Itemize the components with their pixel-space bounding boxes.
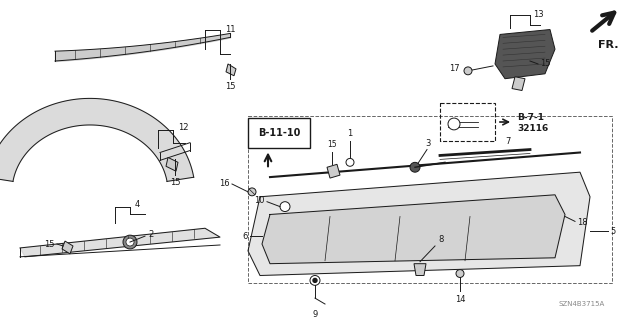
Polygon shape [262, 195, 565, 264]
Text: 11: 11 [225, 25, 236, 34]
Circle shape [280, 202, 290, 212]
Circle shape [123, 235, 137, 249]
Text: 13: 13 [533, 10, 543, 19]
Circle shape [313, 278, 317, 282]
Text: 15: 15 [45, 239, 55, 249]
Circle shape [126, 238, 134, 246]
Text: 15: 15 [540, 60, 550, 68]
Circle shape [346, 158, 354, 166]
Text: 1: 1 [348, 129, 353, 138]
Text: 6: 6 [243, 232, 248, 241]
Text: 16: 16 [220, 179, 230, 188]
Text: B-11-10: B-11-10 [258, 128, 300, 138]
Text: FR.: FR. [598, 40, 618, 50]
Text: 18: 18 [577, 218, 588, 227]
Polygon shape [0, 99, 194, 181]
Polygon shape [166, 157, 178, 171]
Text: 12: 12 [178, 124, 189, 132]
Text: 4: 4 [135, 200, 140, 209]
Text: 10: 10 [255, 196, 265, 205]
Circle shape [310, 276, 320, 285]
Text: 32116: 32116 [517, 124, 548, 133]
Text: 15: 15 [225, 82, 236, 91]
Polygon shape [248, 172, 590, 276]
Text: 15: 15 [170, 178, 180, 187]
Polygon shape [512, 77, 525, 91]
Polygon shape [20, 228, 220, 257]
Text: SZN4B3715A: SZN4B3715A [559, 301, 605, 307]
Bar [440, 103, 495, 141]
Circle shape [410, 162, 420, 172]
Polygon shape [495, 29, 555, 79]
Text: 3: 3 [426, 139, 431, 148]
Text: B-7-1: B-7-1 [517, 113, 544, 122]
Bar [248, 116, 612, 284]
Circle shape [248, 188, 256, 196]
Text: 17: 17 [449, 64, 460, 73]
Text: 14: 14 [455, 295, 465, 304]
Circle shape [464, 67, 472, 75]
Text: 2: 2 [148, 230, 153, 239]
Polygon shape [226, 64, 236, 76]
Circle shape [448, 118, 460, 130]
Polygon shape [62, 241, 73, 254]
Text: 8: 8 [438, 235, 444, 244]
Text: 9: 9 [312, 310, 317, 319]
Bar [248, 118, 310, 148]
Text: 5: 5 [610, 227, 615, 236]
Circle shape [456, 269, 464, 277]
Polygon shape [327, 164, 340, 178]
Text: 7: 7 [505, 137, 510, 146]
Text: 15: 15 [327, 140, 337, 148]
Polygon shape [414, 264, 426, 276]
